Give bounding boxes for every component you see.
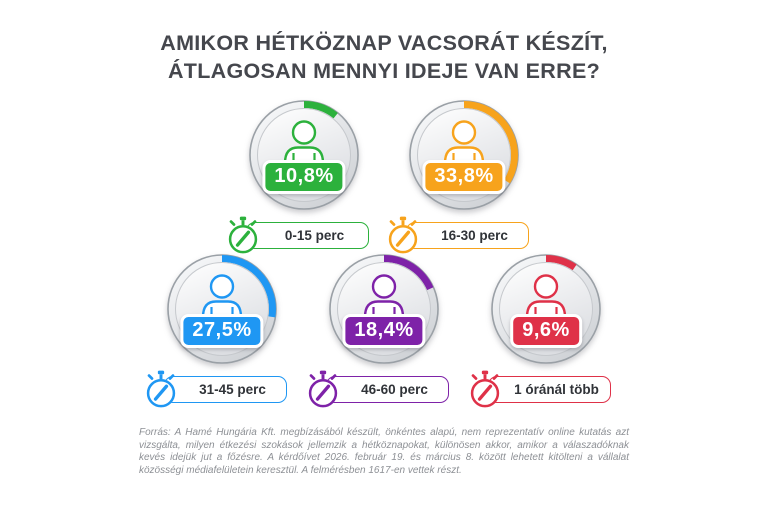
time-range-pill: 1 óránál több	[488, 376, 611, 404]
source-footnote: Forrás: A Hamé Hungária Kft. megbízásábó…	[139, 427, 629, 476]
gauge-progress-arc	[168, 255, 276, 364]
gauge-0-15-perc: 10,8% 0-15 perc	[228, 97, 379, 254]
gauge-progress-arc	[492, 255, 600, 364]
time-range-pill: 16-30 perc	[406, 222, 529, 250]
percentage-badge: 9,6%	[510, 314, 582, 349]
stopwatch-icon	[308, 370, 338, 408]
gauge-progress-arc	[410, 101, 518, 210]
gauge-row-bottom: 27,5% 31-45 perc	[0, 251, 768, 408]
gauge-circle	[249, 100, 359, 210]
gauge-row-top: 10,8% 0-15 perc	[0, 97, 768, 254]
gauge-circle	[329, 254, 439, 364]
title-line-2: ÁTLAGOSAN MENNYI IDEJE VAN ERRE?	[167, 58, 601, 83]
gauge-label-row: 16-30 perc	[388, 216, 529, 254]
title-line-1: AMIKOR HÉTKÖZNAP VACSORÁT KÉSZÍT,	[160, 31, 608, 55]
percentage-badge: 10,8%	[262, 160, 346, 195]
stopwatch-icon	[388, 216, 418, 254]
gauge-dial: 18,4%	[326, 251, 442, 367]
gauge-progress-arc	[330, 255, 438, 364]
gauge-label-row: 46-60 perc	[308, 370, 449, 408]
gauge-circle	[491, 254, 601, 364]
gauge-label-row: 0-15 perc	[228, 216, 369, 254]
percentage-badge: 33,8%	[422, 160, 506, 195]
stopwatch-icon	[470, 370, 500, 408]
time-range-pill: 46-60 perc	[326, 376, 449, 404]
time-range-pill: 0-15 perc	[246, 222, 369, 250]
gauge-31-45-perc: 27,5% 31-45 perc	[146, 251, 297, 408]
gauge-dial: 33,8%	[406, 97, 522, 213]
gauge-dial: 10,8%	[246, 97, 362, 213]
time-range-pill: 31-45 perc	[164, 376, 287, 404]
gauge-circle	[409, 100, 519, 210]
gauge-label-row: 31-45 perc	[146, 370, 287, 408]
gauge-16-30-perc: 33,8% 16-30 perc	[388, 97, 539, 254]
gauge-46-60-perc: 18,4% 46-60 perc	[308, 251, 459, 408]
percentage-badge: 27,5%	[180, 314, 264, 349]
stopwatch-icon	[146, 370, 176, 408]
gauge-label-row: 1 óránál több	[470, 370, 611, 408]
gauge-1-oranal-tobb: 9,6% 1 óránál több	[470, 251, 621, 408]
gauge-circle	[167, 254, 277, 364]
gauge-progress-arc	[250, 101, 358, 210]
percentage-badge: 18,4%	[342, 314, 426, 349]
gauge-dial: 9,6%	[488, 251, 604, 367]
page-title: AMIKOR HÉTKÖZNAP VACSORÁT KÉSZÍT, ÁTLAGO…	[0, 30, 768, 85]
gauge-dial: 27,5%	[164, 251, 280, 367]
stopwatch-icon	[228, 216, 258, 254]
